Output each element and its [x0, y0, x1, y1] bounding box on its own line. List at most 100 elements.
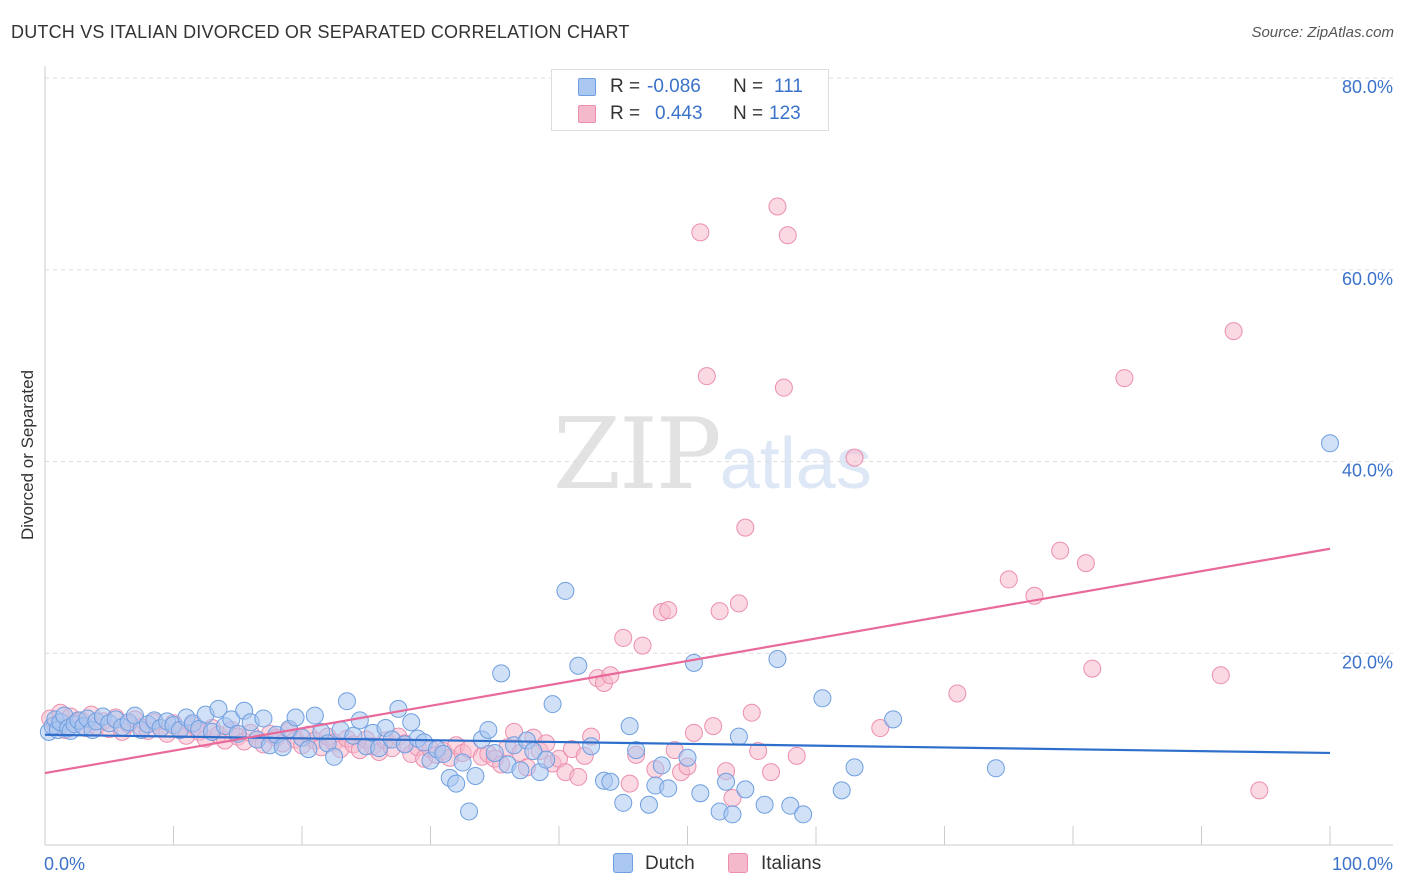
y-tick-label: 20.0%	[1342, 652, 1393, 672]
dutch-point	[434, 744, 453, 763]
dutch-point	[453, 753, 472, 772]
y-axis-title: Divorced or Separated	[18, 370, 37, 540]
italian-point	[1224, 322, 1243, 341]
dutch-point	[723, 805, 742, 824]
trend-lines	[44, 547, 1331, 775]
dutch-point	[845, 758, 864, 777]
italians-swatch	[578, 105, 596, 123]
italian-point	[736, 518, 755, 537]
dutch-point	[601, 772, 620, 791]
y-tick-label: 60.0%	[1342, 269, 1393, 289]
dutch-point	[684, 653, 703, 672]
dutch-legend-swatch	[613, 853, 633, 873]
dutch-point	[460, 802, 479, 821]
italian-point	[633, 636, 652, 655]
italian-point	[569, 767, 588, 786]
dutch-point	[768, 650, 787, 669]
bottom-legend-dutch: Dutch	[613, 851, 723, 877]
tick-labels: 20.0% 40.0% 60.0% 80.0% 0.0% 100.0% Divorced o…	[18, 77, 1393, 874]
italian-point	[729, 594, 748, 613]
italian-point	[871, 719, 890, 738]
x-tick-label: 0.0%	[44, 854, 85, 874]
italian-point	[742, 703, 761, 722]
source-label: Source: ZipAtlas.com	[1251, 24, 1394, 41]
italian-point	[697, 367, 716, 386]
dutch-point	[350, 711, 369, 730]
dutch-point	[254, 709, 273, 728]
x-tick-label: 100.0%	[1332, 854, 1393, 874]
r-value: -0.086	[647, 76, 701, 97]
italian-point	[999, 570, 1018, 589]
italian-point	[704, 717, 723, 736]
italian-point	[620, 774, 639, 793]
dutch-point	[755, 795, 774, 814]
dutch-point	[729, 727, 748, 746]
dutch-point	[639, 795, 658, 814]
dutch-point	[209, 699, 228, 718]
dutch-point	[652, 756, 671, 775]
italian-point	[749, 742, 768, 761]
n-value: 111	[774, 76, 803, 97]
dutch-point	[337, 692, 356, 711]
dutch-point	[986, 759, 1005, 778]
italian-point	[684, 723, 703, 742]
dutch-point	[884, 710, 903, 729]
dutch-point	[781, 796, 800, 815]
italian-point	[691, 223, 710, 242]
dutch-point	[717, 772, 736, 791]
legend-row-italians: R = 0.443 N = 123	[552, 101, 828, 127]
zipatlas-watermark: ZIPatlas	[553, 398, 872, 512]
italian-point	[762, 763, 781, 782]
dutch-point	[691, 784, 710, 803]
dutch-trend-line	[44, 733, 1331, 755]
dutch-point	[659, 779, 678, 798]
italian-point	[845, 448, 864, 467]
dutch-point	[299, 740, 318, 759]
italian-point	[768, 197, 787, 216]
dutch-point	[569, 656, 588, 675]
italians-trend-line	[44, 547, 1331, 775]
chart-title: DUTCH VS ITALIAN DIVORCED OR SEPARATED C…	[11, 22, 630, 42]
dutch-point	[627, 741, 646, 760]
italian-point	[1115, 369, 1134, 388]
dutch-point	[466, 766, 485, 785]
r-value: 0.443	[655, 103, 703, 124]
gridlines	[45, 77, 1393, 654]
dutch-point	[511, 761, 530, 780]
italian-point	[1083, 659, 1102, 678]
dutch-point	[492, 664, 511, 683]
y-tick-label: 40.0%	[1342, 461, 1393, 481]
italian-point	[948, 684, 967, 703]
italian-point	[1250, 781, 1269, 800]
dutch-point	[485, 743, 504, 762]
dutch-point	[794, 805, 813, 824]
italian-point	[1051, 541, 1070, 560]
dutch-point	[582, 737, 601, 756]
dutch-point	[1321, 434, 1339, 453]
dutch-point	[543, 695, 562, 714]
dutch-point	[447, 774, 466, 793]
dutch-series	[39, 434, 1339, 824]
r-label: R =	[610, 76, 641, 97]
dutch-point	[813, 689, 832, 708]
dutch-point	[273, 738, 292, 757]
dutch-point	[620, 717, 639, 736]
italian-point	[1076, 554, 1095, 573]
bottom-legend-italians: Italians	[728, 851, 838, 877]
y-tick-label: 80.0%	[1342, 77, 1393, 97]
italian-point	[614, 628, 633, 647]
italian-point	[778, 226, 797, 245]
r-label: R =	[610, 103, 641, 124]
dutch-point	[402, 713, 421, 732]
n-label: N =	[733, 76, 764, 97]
dutch-point	[537, 750, 556, 769]
italians-legend-swatch	[728, 853, 748, 873]
watermark-atlas: atlas	[719, 424, 872, 504]
dutch-swatch	[578, 78, 596, 96]
n-label: N =	[733, 103, 764, 124]
dutch-point	[389, 699, 408, 718]
dutch-point	[832, 781, 851, 800]
dutch-point	[556, 581, 575, 600]
dutch-point	[325, 747, 344, 766]
